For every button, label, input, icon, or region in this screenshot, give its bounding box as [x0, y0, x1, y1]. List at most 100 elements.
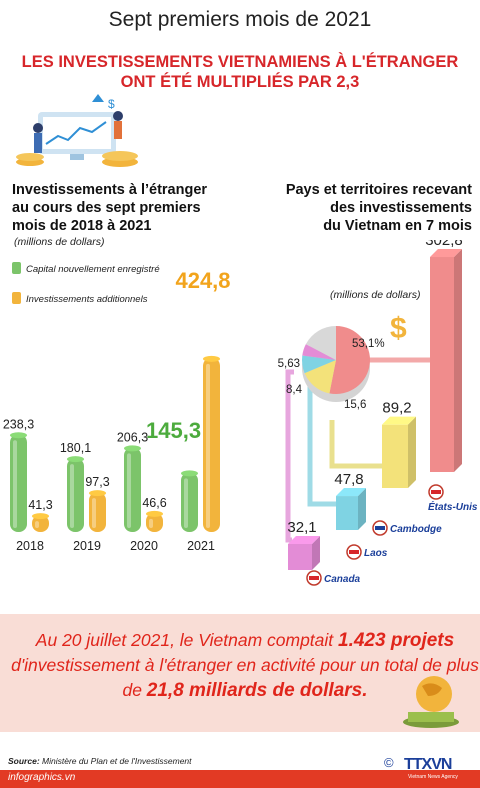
- bar-front-États-Unis: [430, 257, 454, 472]
- right-title-line-3: du Vietnam en 7 mois: [323, 218, 472, 234]
- bar-side-Canada: [312, 536, 320, 570]
- bar-front-Laos: [336, 496, 358, 530]
- source-label: Source:: [8, 756, 40, 766]
- bar-side-Laos: [358, 488, 366, 530]
- dollar-icon: $: [390, 312, 407, 345]
- x-tick-label-2018: 2018: [16, 539, 44, 553]
- pie-label-0: 53,1%: [352, 338, 385, 350]
- pie-slice-other: [305, 326, 336, 360]
- bar-cap: [32, 513, 49, 520]
- data-label-2021-1: 424,8: [175, 268, 230, 293]
- country-label-États-Unis: États-Unis: [428, 500, 478, 513]
- statement-text: Au 20 juillet 2021, le Vietnam comptait …: [10, 628, 480, 703]
- bar-cap: [203, 355, 220, 362]
- pie-slice-usa: [329, 326, 370, 394]
- bar-cap: [10, 432, 27, 439]
- right-title-line-1: Pays et territoires recevant: [285, 182, 472, 198]
- connector-cambodia: [329, 420, 390, 469]
- title-line-1: LES INVESTISSEMENTS VIETNAMIENS À L'ÉTRA…: [21, 53, 459, 71]
- bar-additional-2019: [89, 492, 106, 532]
- bar-highlight: [35, 521, 39, 528]
- pie-slice-laos: [302, 355, 336, 374]
- country-label-Laos: Laos: [364, 548, 388, 559]
- right-chart-title: Pays et territoires recevant des investi…: [250, 181, 472, 235]
- bar-new-capital-2019: [67, 458, 84, 532]
- flag-stripe: [349, 550, 359, 554]
- bar-new-capital-2020: [124, 447, 141, 532]
- bar-highlight: [206, 363, 210, 528]
- country-label-Canada: Canada: [324, 574, 361, 585]
- bar-cap: [124, 445, 141, 452]
- bar-highlight: [184, 478, 188, 528]
- statement-bold-2: 21,8 milliards de dollars.: [146, 680, 368, 701]
- data-label-2020-1: 46,6: [142, 496, 166, 510]
- legend-swatch-additional: [12, 292, 21, 304]
- statement-bold-1: 1.423 projets: [338, 630, 455, 651]
- bar-top-Cambodge: [382, 416, 416, 425]
- bar-highlight: [13, 440, 17, 528]
- bar-highlight: [92, 498, 96, 528]
- bar-side-Cambodge: [408, 416, 416, 488]
- left-chart-title: Investissements à l’étranger au cours de…: [12, 181, 262, 235]
- pie-label-3: 15,6: [344, 399, 366, 411]
- bar-front-Canada: [288, 544, 312, 570]
- svg-text:$: $: [108, 97, 115, 111]
- left-unit: (millions de dollars): [14, 236, 105, 248]
- value-label-Laos: 47,8: [334, 471, 363, 488]
- x-tick-label-2021: 2021: [187, 539, 215, 553]
- bar-top-États-Unis: [430, 249, 462, 258]
- bar-new-capital-2021: [181, 472, 198, 532]
- legend-label-new-capital: Capital nouvellement enregistré: [26, 264, 160, 275]
- title-line-2: ONT ÉTÉ MULTIPLIÉS PAR 2,3: [120, 73, 360, 91]
- logo-subtitle: Vietnam News Agency: [408, 774, 458, 780]
- left-title-line-2: au cours des sept premiers: [12, 200, 201, 216]
- data-label-2018-1: 41,3: [28, 498, 52, 512]
- legend-swatch-new-capital: [12, 262, 21, 274]
- statement-part-1: Au 20 juillet 2021, le Vietnam comptait: [35, 630, 339, 650]
- copyright-icon: ©: [384, 755, 394, 770]
- data-label-2019-0: 180,1: [60, 441, 91, 455]
- bar-front-Cambodge: [382, 424, 408, 488]
- right-title-line-2: des investissements: [330, 200, 472, 216]
- statement-band: [0, 614, 480, 732]
- left-title-line-1: Investissements à l’étranger: [12, 182, 208, 198]
- bar-additional-2020: [146, 512, 163, 532]
- data-label-2021-0: 145,3: [146, 418, 201, 443]
- data-label-2018-0: 238,3: [3, 417, 34, 431]
- value-label-Canada: 32,1: [287, 519, 316, 536]
- pie-label-2: 8,4: [286, 384, 303, 396]
- value-label-Cambodge: 89,2: [382, 400, 411, 417]
- bar-cap: [181, 470, 198, 477]
- pie-label-1: 5,63: [278, 358, 300, 370]
- right-unit: (millions de dollars): [330, 289, 420, 301]
- left-bar-chart: 238,3 41,3 2018 180,1 97,3 2019 206,3 46,6 2020 1…: [3, 268, 231, 553]
- pie-slice-cambodia: [304, 360, 336, 394]
- site-url[interactable]: infographics.vn: [8, 772, 76, 783]
- data-label-2020-0: 206,3: [117, 430, 148, 444]
- source-note: Source: Ministère du Plan et de l'Invest…: [8, 756, 192, 766]
- value-label-États-Unis: 302,8: [425, 240, 463, 249]
- left-title-line-3: mois de 2018 à 2021: [12, 218, 152, 234]
- bar-highlight: [70, 464, 74, 528]
- globe-money-icon: [403, 676, 459, 728]
- bar-cap: [67, 456, 84, 463]
- bar-new-capital-2018: [10, 434, 27, 532]
- flag-stripe: [309, 576, 319, 580]
- bar-top-Laos: [336, 488, 366, 497]
- right-country-chart: (millions de dollars) 302,8 États-Unis 89,2…: [278, 240, 478, 586]
- country-label-Cambodge: Cambodge: [390, 524, 442, 535]
- flag-stripe: [375, 526, 385, 530]
- source-text: Ministère du Plan et de l'Investissement: [39, 756, 192, 766]
- bar-cap: [146, 510, 163, 517]
- x-tick-label-2020: 2020: [130, 539, 158, 553]
- pretitle: Sept premiers mois de 2021: [108, 8, 372, 31]
- legend-label-additional: Investissements additionnels: [26, 294, 148, 305]
- bar-additional-2018: [32, 515, 49, 532]
- bar-cap: [89, 490, 106, 497]
- investment-illustration: $: [16, 94, 138, 167]
- url-bar: [0, 770, 480, 788]
- bar-top-Canada: [288, 536, 320, 544]
- bar-highlight: [149, 518, 153, 528]
- bar-highlight: [127, 453, 131, 528]
- pie-slice-canada: [302, 344, 336, 360]
